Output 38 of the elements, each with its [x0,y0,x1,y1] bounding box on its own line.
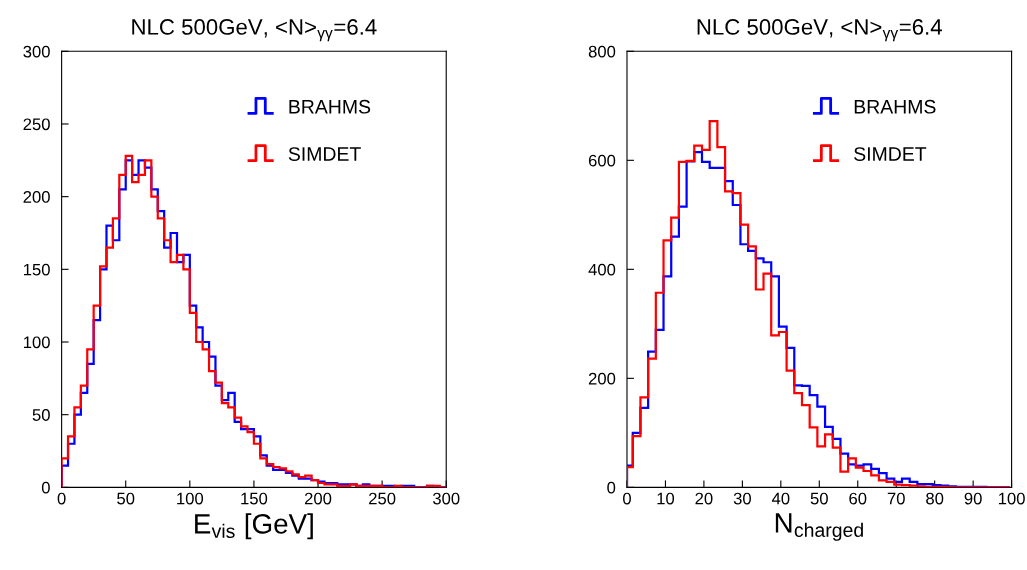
x-tick-label: 10 [657,492,675,505]
x-tick-label: 20 [695,492,713,505]
x-tick-label: 300 [432,492,460,505]
y-tick-label: 200 [23,191,50,203]
chart-title: NLC 500GeV, <N>$_{γγ}$=6.4 [697,19,942,42]
y-tick-label: 600 [588,154,616,167]
x-tick-label: 50 [117,492,135,505]
x-tick-label: 60 [849,492,867,505]
x-tick-label: 0 [57,492,66,505]
legend-label: BRAHMS [854,99,936,114]
x-axis-title: E$_{vis}$ [GeV] [195,513,313,540]
x-tick-label: 30 [733,492,751,505]
y-tick-label: 100 [23,336,50,349]
y-tick-label: 400 [588,263,616,276]
x-tick-label: 150 [241,492,268,505]
y-tick-label: 300 [23,45,50,58]
legend-label: SIMDET [854,147,927,161]
chart-title: NLC 500GeV, <N>$_{γγ}$=6.4 [132,19,377,42]
x-tick-label: 90 [964,492,982,505]
x-tick-label: 40 [771,492,790,505]
x-tick-label: 80 [926,492,944,505]
y-tick-label: 150 [23,263,50,276]
x-tick-label: 100 [998,492,1025,505]
y-tick-label: 50 [32,409,50,421]
legend-label: SIMDET [288,147,361,161]
legend-label: BRAHMS [289,99,371,114]
x-tick-label: 200 [304,492,332,505]
y-tick-label: 200 [588,372,616,385]
x-tick-label: 250 [369,492,396,505]
y-tick-label: 0 [41,481,50,494]
x-tick-label: 70 [887,492,905,505]
y-tick-label: 800 [588,45,616,58]
x-tick-label: 100 [177,492,204,505]
y-tick-label: 0 [607,481,616,494]
x-axis-title: N$_{charged}$ [775,513,863,541]
x-tick-label: 0 [623,492,631,505]
x-tick-label: 50 [810,492,828,505]
y-tick-label: 250 [23,118,50,131]
